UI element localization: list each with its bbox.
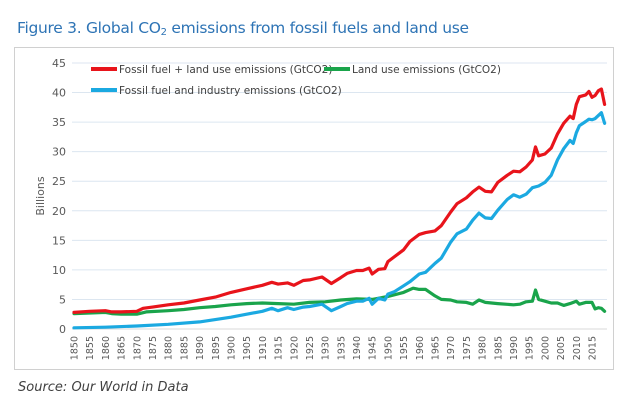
x-tick-label: 1945 — [368, 336, 379, 360]
x-tick-label: 1890 — [195, 336, 206, 360]
x-axis-ticks: 1850 1855 1860 1865 1870 1875 1880 1885 1890 1895… — [70, 336, 599, 360]
x-tick-label: 1980 — [478, 336, 489, 360]
x-tick-label: 1850 — [70, 336, 81, 360]
y-tick-label: 15 — [52, 234, 66, 247]
y-axis-label: Billions — [34, 176, 47, 215]
series-line-0 — [72, 87, 607, 314]
series-line-2 — [72, 111, 607, 330]
figure-title: Figure 3. Global CO2 emissions from foss… — [17, 19, 469, 38]
y-tick-label: 0 — [59, 323, 66, 336]
x-tick-label: 2005 — [556, 336, 567, 360]
x-tick-label: 2000 — [540, 336, 551, 360]
x-tick-label: 1895 — [211, 336, 222, 360]
x-tick-label: 1910 — [258, 336, 269, 360]
title-suffix: emissions from fossil fuels and land use — [166, 19, 469, 37]
legend-label: Fossil fuel + land use emissions (GtCO2) — [119, 64, 332, 76]
legend-label: Land use emissions (GtCO2) — [352, 64, 501, 76]
x-tick-label: 1870 — [132, 336, 143, 360]
legend-label: Fossil fuel and industry emissions (GtCO… — [119, 85, 342, 97]
x-tick-label: 1995 — [525, 336, 536, 360]
y-tick-label: 5 — [59, 293, 66, 306]
y-tick-label: 45 — [52, 57, 66, 70]
series-line-1 — [72, 286, 607, 316]
x-tick-label: 1925 — [305, 336, 316, 360]
x-tick-label: 1900 — [226, 336, 237, 360]
x-tick-label: 1960 — [415, 336, 426, 360]
x-tick-label: 1950 — [383, 336, 394, 360]
title-prefix: Figure 3. Global CO — [17, 19, 161, 37]
chart-frame — [14, 47, 614, 370]
x-tick-label: 1855 — [85, 336, 96, 360]
series-lines — [72, 87, 607, 330]
x-tick-label: 1990 — [509, 336, 520, 360]
legend: Fossil fuel + land use emissions (GtCO2)… — [91, 64, 501, 97]
y-tick-label: 20 — [52, 205, 66, 218]
y-tick-label: 40 — [52, 87, 66, 100]
x-tick-label: 1885 — [179, 336, 190, 360]
x-tick-label: 2010 — [572, 336, 583, 360]
y-tick-label: 35 — [52, 116, 66, 129]
y-tick-label: 25 — [52, 175, 66, 188]
gridlines — [72, 62, 607, 330]
x-tick-label: 2015 — [588, 336, 599, 360]
x-tick-label: 1965 — [431, 336, 442, 360]
source-note: Source: Our World in Data — [18, 380, 189, 395]
x-tick-label: 1915 — [274, 336, 285, 360]
y-tick-label: 30 — [52, 146, 66, 159]
x-tick-label: 1975 — [462, 336, 473, 360]
x-tick-label: 1935 — [336, 336, 347, 360]
title-subscript: 2 — [160, 27, 167, 38]
x-tick-label: 1880 — [164, 336, 175, 360]
x-tick-label: 1905 — [242, 336, 253, 360]
x-tick-label: 1875 — [148, 336, 159, 360]
y-tick-label: 10 — [52, 264, 66, 277]
y-axis-ticks: 0 5 10 15 20 25 30 35 40 45 — [52, 57, 66, 336]
x-tick-label: 1920 — [289, 336, 300, 360]
x-tick-label: 1930 — [321, 336, 332, 360]
x-tick-label: 1865 — [117, 336, 128, 360]
x-tick-label: 1860 — [101, 336, 112, 360]
x-tick-label: 1940 — [352, 336, 363, 360]
x-tick-label: 1970 — [446, 336, 457, 360]
x-tick-label: 1985 — [493, 336, 504, 360]
x-tick-label: 1955 — [399, 336, 410, 360]
